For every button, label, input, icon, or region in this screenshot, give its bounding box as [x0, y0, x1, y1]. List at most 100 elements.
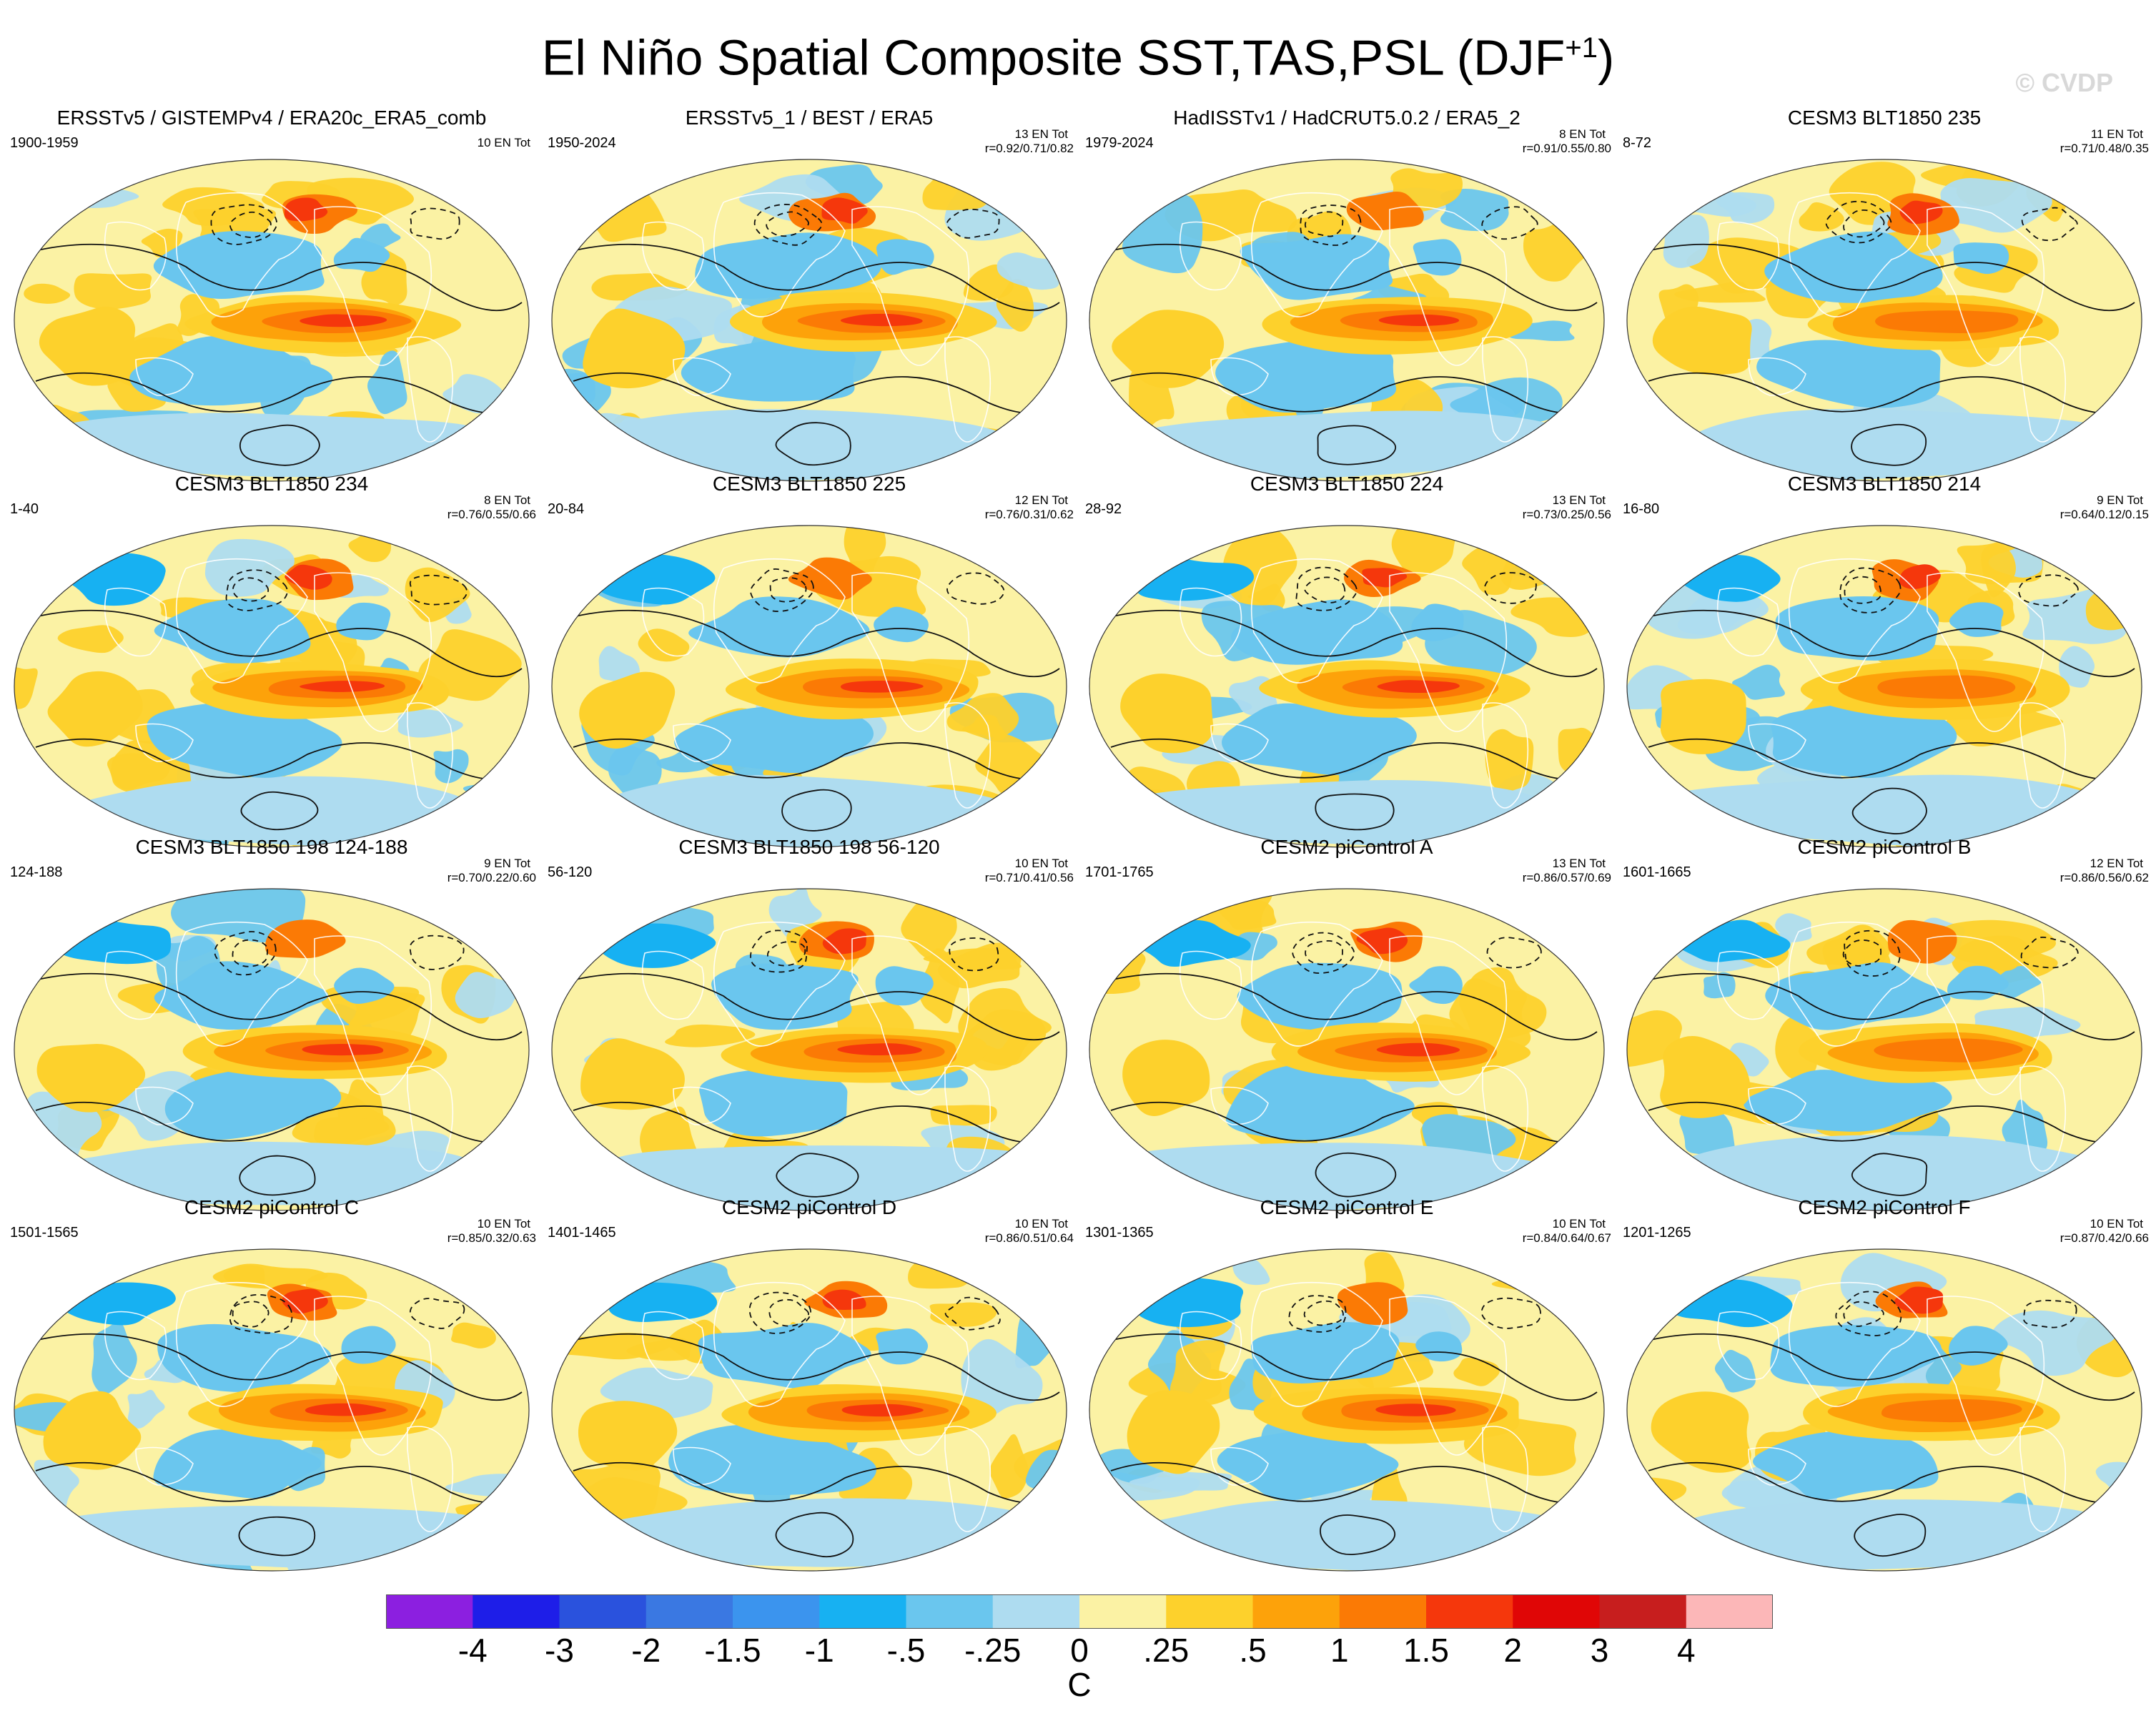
panel-title: CESM2 piControl A	[1260, 836, 1433, 858]
colorbar-tick-label: 0	[1070, 1632, 1089, 1669]
panel-pattern-correlation: r=0.85/0.32/0.63	[447, 1231, 536, 1245]
panel-pattern-correlation: r=0.64/0.12/0.15	[2059, 508, 2149, 521]
panel-event-count: 12 EN Tot	[2090, 857, 2143, 870]
map	[14, 1248, 530, 1572]
colorbar-tick-label: 2	[1503, 1632, 1523, 1669]
panel-title: CESM3 BLT1850 225	[712, 473, 906, 495]
map-panel: CESM2 piControl B 1601-1665 12 EN Tot r=0.8…	[1620, 835, 2149, 1218]
panel-pattern-correlation: r=0.76/0.31/0.62	[984, 508, 1074, 521]
panel-title: CESM2 piControl C	[184, 1196, 360, 1218]
colorbar-swatch	[992, 1594, 1080, 1629]
colorbar	[386, 1594, 1773, 1629]
colorbar-swatch	[386, 1594, 473, 1629]
map-panel: CESM3 BLT1850 235 8-72 11 EN Tot r=0.71/0.4…	[1620, 106, 2149, 488]
map	[1089, 888, 1605, 1211]
panel-title: CESM3 BLT1850 224	[1250, 473, 1444, 495]
colorbar-swatch	[1426, 1594, 1513, 1629]
map-panel: CESM2 piControl C 1501-1565 10 EN Tot r=0.8…	[7, 1195, 536, 1578]
panel-years: 1601-1665	[1623, 864, 1691, 880]
panel-pattern-correlation: r=0.87/0.42/0.66	[2059, 1231, 2149, 1245]
map	[14, 159, 530, 482]
panel-event-count: 10 EN Tot	[477, 1217, 530, 1231]
panel-title: HadISSTv1 / HadCRUT5.0.2 / ERA5_2	[1173, 107, 1520, 129]
map	[1089, 1248, 1605, 1572]
panel-title: CESM2 piControl B	[1797, 836, 1972, 858]
panel-years: 1900-1959	[10, 135, 79, 151]
colorbar-tick-label: 1	[1330, 1632, 1349, 1669]
panel-pattern-correlation: r=0.84/0.64/0.67	[1522, 1231, 1611, 1245]
panel-years: 1950-2024	[548, 135, 616, 151]
panel-pattern-correlation: r=0.86/0.56/0.62	[2059, 871, 2149, 884]
panel-years: 1501-1565	[10, 1225, 79, 1241]
panel-years: 1401-1465	[548, 1225, 616, 1241]
panel-years: 1201-1265	[1623, 1225, 1691, 1241]
panel-years: 1301-1365	[1085, 1225, 1154, 1241]
panel-pattern-correlation: r=0.71/0.48/0.35	[2059, 142, 2149, 155]
panel-title: CESM2 piControl F	[1798, 1196, 1971, 1218]
panel-title: CESM3 BLT1850 235	[1787, 107, 1982, 129]
panel-event-count: 13 EN Tot	[1552, 857, 1606, 870]
map	[1089, 159, 1605, 482]
colorbar-tick-label: -1	[804, 1632, 834, 1669]
colorbar-swatch	[1513, 1594, 1600, 1629]
colorbar-swatch	[1686, 1594, 1773, 1629]
panel-event-count: 10 EN Tot	[1014, 857, 1068, 870]
panel-event-count: 8 EN Tot	[484, 493, 530, 507]
map	[551, 888, 1067, 1211]
panel-event-count: 13 EN Tot	[1552, 493, 1606, 507]
panel-event-count: 12 EN Tot	[1014, 493, 1068, 507]
map	[551, 525, 1067, 848]
panel-pattern-correlation: r=0.73/0.25/0.56	[1522, 508, 1611, 521]
panel-years: 56-120	[548, 864, 593, 880]
map	[14, 888, 530, 1211]
panel-title: CESM3 BLT1850 214	[1787, 473, 1982, 495]
colorbar-swatch	[1599, 1594, 1687, 1629]
panel-event-count: 10 EN Tot	[1014, 1217, 1068, 1231]
colorbar-tick-label: -.25	[964, 1632, 1022, 1669]
panel-pattern-correlation: r=0.92/0.71/0.82	[984, 142, 1074, 155]
panel-event-count: 9 EN Tot	[2097, 493, 2143, 507]
map-panel: CESM3 BLT1850 198 56-120 56-120 10 EN Tot r…	[545, 835, 1074, 1218]
colorbar-tick-label: -3	[545, 1632, 574, 1669]
map	[551, 1248, 1067, 1572]
chart-title: El Niño Spatial Composite SST,TAS,PSL (D…	[541, 29, 1615, 86]
map-panel: ERSSTv5 / GISTEMPv4 / ERA20c_ERA5_comb 19…	[7, 106, 536, 488]
colorbar-swatch	[1252, 1594, 1340, 1629]
panel-event-count: 8 EN Tot	[1559, 127, 1606, 141]
panel-title: CESM2 piControl E	[1260, 1196, 1434, 1218]
colorbar-swatch	[1166, 1594, 1253, 1629]
panel-event-count: 10 EN Tot	[477, 136, 530, 149]
panel-years: 28-92	[1085, 501, 1122, 517]
panel-years: 1-40	[10, 501, 39, 517]
panel-event-count: 11 EN Tot	[2090, 127, 2143, 141]
panel-years: 16-80	[1623, 501, 1660, 517]
map	[551, 159, 1067, 482]
map-panel: ERSSTv5_1 / BEST / ERA5 1950-2024 13 EN To…	[545, 106, 1074, 488]
colorbar-swatch	[473, 1594, 560, 1629]
panel-years: 8-72	[1623, 135, 1652, 151]
panel-pattern-correlation: r=0.71/0.41/0.56	[984, 871, 1074, 884]
panel-years: 1701-1765	[1085, 864, 1154, 880]
panel-title: ERSSTv5 / GISTEMPv4 / ERA20c_ERA5_comb	[56, 107, 487, 129]
panel-pattern-correlation: r=0.76/0.55/0.66	[447, 508, 536, 521]
panel-pattern-correlation: r=0.91/0.55/0.80	[1522, 142, 1611, 155]
panel-pattern-correlation: r=0.86/0.57/0.69	[1522, 871, 1611, 884]
cvdp-watermark: © CVDP	[2015, 68, 2113, 97]
map-panel: CESM2 piControl E 1301-1365 10 EN Tot r=0.8…	[1082, 1195, 1611, 1578]
map-panel: CESM3 BLT1850 224 28-92 13 EN Tot r=0.73/0.…	[1082, 472, 1611, 854]
panel-title: CESM2 piControl D	[721, 1196, 897, 1218]
colorbar-unit: C	[1067, 1666, 1092, 1703]
map	[14, 525, 530, 848]
panel-event-count: 9 EN Tot	[484, 857, 530, 870]
colorbar-swatch	[733, 1594, 820, 1629]
colorbar-tick-label: -1.5	[704, 1632, 761, 1669]
colorbar-tick-label: 1.5	[1403, 1632, 1449, 1669]
panel-title: CESM3 BLT1850 234	[174, 473, 369, 495]
map-panel: CESM2 piControl A 1701-1765 13 EN Tot r=0.8…	[1082, 835, 1611, 1218]
panel-years: 20-84	[548, 501, 585, 517]
colorbar-swatch	[906, 1594, 994, 1629]
map-panel: CESM2 piControl F 1201-1265 10 EN Tot r=0.8…	[1620, 1195, 2149, 1578]
panel-title: CESM3 BLT1850 198 56-120	[678, 836, 940, 858]
panel-event-count: 13 EN Tot	[1014, 127, 1068, 141]
map-panel: CESM3 BLT1850 214 16-80 9 EN Tot r=0.64/0.1…	[1620, 472, 2149, 854]
